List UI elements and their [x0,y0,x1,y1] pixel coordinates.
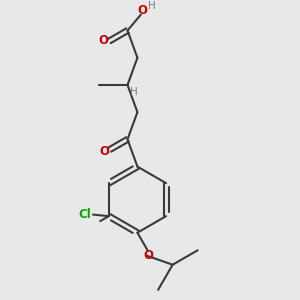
Text: Cl: Cl [79,208,92,221]
Text: O: O [137,4,147,17]
Text: O: O [99,34,109,47]
Text: O: O [144,249,154,262]
Text: O: O [99,145,109,158]
Text: H: H [130,87,138,97]
Text: H: H [148,2,156,11]
